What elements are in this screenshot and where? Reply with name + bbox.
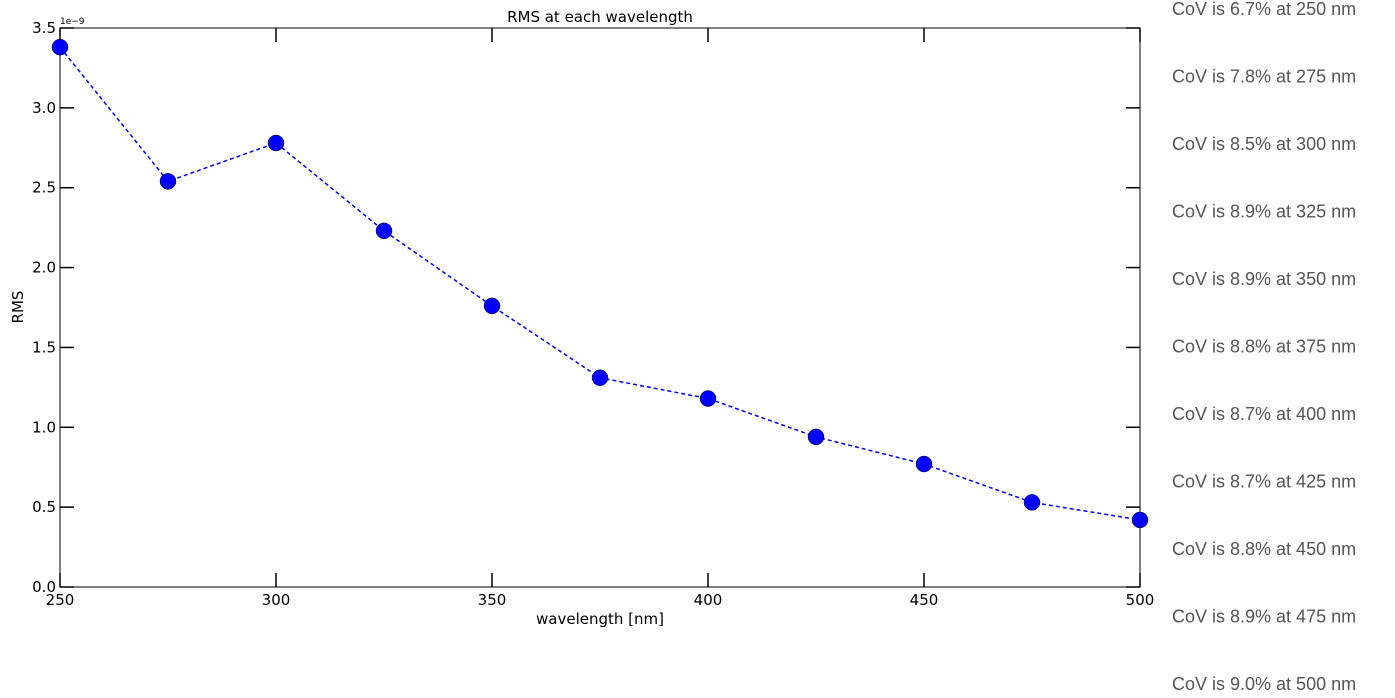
data-point [159, 173, 177, 190]
y-tick-label: 1.5 [32, 338, 56, 356]
x-tick-label: 500 [1126, 591, 1155, 609]
y-tick-label: 3.5 [32, 19, 56, 37]
data-point [375, 222, 393, 240]
y-tick-label: 0.0 [32, 578, 56, 596]
cov-annotation: CoV is 8.7% at 425 nm [1172, 472, 1356, 492]
cov-annotation: CoV is 8.8% at 450 nm [1172, 539, 1356, 559]
y-offset-label: 1e−9 [60, 17, 85, 27]
data-point [1023, 494, 1041, 511]
cov-annotation: CoV is 6.7% at 250 nm [1172, 0, 1356, 19]
x-tick-label: 400 [694, 591, 723, 609]
cov-annotation: CoV is 8.5% at 300 nm [1172, 134, 1356, 154]
cov-annotation: CoV is 8.9% at 350 nm [1172, 269, 1356, 289]
cov-annotation: CoV is 7.8% at 275 nm [1172, 67, 1356, 87]
data-point [267, 134, 285, 152]
y-tick-label: 2.5 [32, 179, 56, 197]
data-point [51, 38, 69, 56]
x-tick-label: 300 [262, 591, 291, 609]
cov-annotation: CoV is 8.8% at 375 nm [1172, 337, 1356, 357]
data-point [1131, 511, 1149, 529]
cov-annotation: CoV is 8.9% at 475 nm [1172, 607, 1356, 627]
y-axis-ticks: 0.0 0.5 1.0 1.5 2.0 2.5 3.0 3.5 [32, 19, 1140, 596]
x-axis-ticks: 250 300 350 400 450 500 [46, 28, 1155, 609]
cov-annotations: CoV is 6.7% at 250 nm CoV is 7.8% at 275 … [1172, 0, 1356, 694]
chart-title: RMS at each wavelength [507, 8, 693, 26]
x-tick-label: 350 [478, 591, 507, 609]
y-axis-label: RMS [9, 291, 27, 324]
plot-frame [59, 27, 1141, 588]
series-layer [51, 38, 1149, 529]
x-tick-label: 250 [46, 591, 75, 609]
x-axis-label: wavelength [nm] [536, 610, 664, 628]
cov-annotation: CoV is 8.9% at 325 nm [1172, 202, 1356, 222]
x-tick-label: 450 [910, 591, 939, 609]
y-tick-label: 1.0 [32, 418, 56, 436]
y-tick-label: 3.0 [32, 99, 56, 117]
y-tick-label: 0.5 [32, 498, 56, 516]
cov-annotation: CoV is 8.7% at 400 nm [1172, 404, 1356, 424]
data-point [807, 428, 825, 446]
series-line [59, 46, 1141, 521]
data-point [483, 297, 501, 315]
y-tick-label: 2.0 [32, 259, 56, 277]
cov-annotation: CoV is 9.0% at 500 nm [1172, 674, 1356, 694]
data-point [699, 390, 717, 407]
data-point [915, 455, 933, 473]
data-point [591, 369, 609, 387]
